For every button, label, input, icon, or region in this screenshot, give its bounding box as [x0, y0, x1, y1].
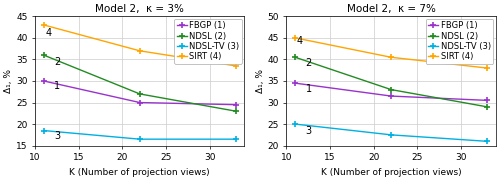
SIRT (4) — [232, 65, 238, 67]
NDSL (2) — [232, 110, 238, 112]
NDSL-TV (3) — [388, 134, 394, 136]
Line: SIRT (4): SIRT (4) — [292, 35, 490, 71]
Text: 1: 1 — [54, 81, 60, 91]
Line: SIRT (4): SIRT (4) — [41, 22, 238, 69]
Legend: FBGP (1), NDSL (2), NDSL-TV (3), SIRT (4): FBGP (1), NDSL (2), NDSL-TV (3), SIRT (4… — [174, 19, 242, 64]
Text: 1: 1 — [306, 84, 312, 94]
Line: FBGP (1): FBGP (1) — [41, 78, 238, 108]
SIRT (4) — [388, 56, 394, 58]
SIRT (4) — [137, 50, 143, 52]
FBGP (1) — [137, 102, 143, 104]
Y-axis label: Δ₁, %: Δ₁, % — [256, 69, 264, 93]
NDSL-TV (3) — [137, 138, 143, 140]
Legend: FBGP (1), NDSL (2), NDSL-TV (3), SIRT (4): FBGP (1), NDSL (2), NDSL-TV (3), SIRT (4… — [426, 19, 494, 64]
NDSL-TV (3) — [292, 123, 298, 125]
NDSL-TV (3) — [41, 129, 47, 132]
Text: 2: 2 — [54, 57, 60, 67]
FBGP (1) — [292, 82, 298, 84]
FBGP (1) — [484, 99, 490, 102]
Line: NDSL-TV (3): NDSL-TV (3) — [41, 128, 238, 142]
X-axis label: K (Number of projection views): K (Number of projection views) — [321, 168, 462, 177]
Line: FBGP (1): FBGP (1) — [292, 80, 490, 103]
NDSL-TV (3) — [232, 138, 238, 140]
NDSL (2) — [484, 106, 490, 108]
SIRT (4) — [292, 37, 298, 39]
FBGP (1) — [232, 104, 238, 106]
NDSL (2) — [388, 89, 394, 91]
Line: NDSL (2): NDSL (2) — [41, 52, 238, 114]
NDSL (2) — [41, 54, 47, 56]
Line: NDSL-TV (3): NDSL-TV (3) — [292, 121, 490, 144]
NDSL (2) — [292, 56, 298, 58]
FBGP (1) — [388, 95, 394, 97]
NDSL-TV (3) — [484, 140, 490, 142]
Text: 3: 3 — [54, 131, 60, 141]
Title: Model 2,  κ = 7%: Model 2, κ = 7% — [346, 4, 436, 14]
FBGP (1) — [41, 80, 47, 82]
Title: Model 2,  κ = 3%: Model 2, κ = 3% — [96, 4, 184, 14]
SIRT (4) — [41, 24, 47, 26]
SIRT (4) — [484, 67, 490, 69]
NDSL (2) — [137, 93, 143, 95]
X-axis label: K (Number of projection views): K (Number of projection views) — [70, 168, 210, 177]
Text: 2: 2 — [306, 58, 312, 68]
Text: 4: 4 — [297, 36, 303, 46]
Text: 4: 4 — [46, 28, 52, 38]
Y-axis label: Δ₁, %: Δ₁, % — [4, 69, 13, 93]
Line: NDSL (2): NDSL (2) — [292, 54, 490, 110]
Text: 3: 3 — [306, 126, 312, 136]
